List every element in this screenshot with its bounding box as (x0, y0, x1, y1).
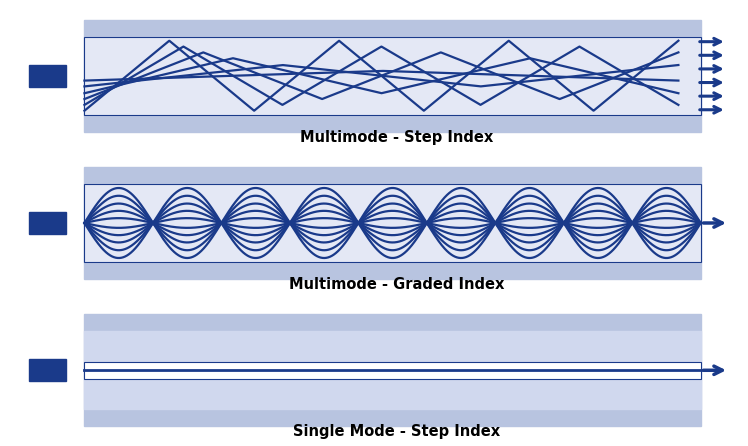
Bar (28, 359, 66, 381)
Text: Multimode - Step Index: Multimode - Step Index (300, 130, 493, 145)
Bar (28, 212, 66, 234)
Text: Multimode - Graded Index: Multimode - Graded Index (289, 277, 504, 292)
Bar (85, 20, 701, 132)
Bar (85, 184, 701, 262)
Bar (85, 37, 701, 115)
Bar (28, 65, 66, 87)
Bar (85, 362, 701, 379)
Bar (85, 331, 701, 409)
Bar (85, 314, 701, 426)
Text: Single Mode - Step Index: Single Mode - Step Index (292, 424, 500, 439)
Bar (85, 167, 701, 279)
Bar (85, 37, 701, 115)
Bar (85, 184, 701, 262)
